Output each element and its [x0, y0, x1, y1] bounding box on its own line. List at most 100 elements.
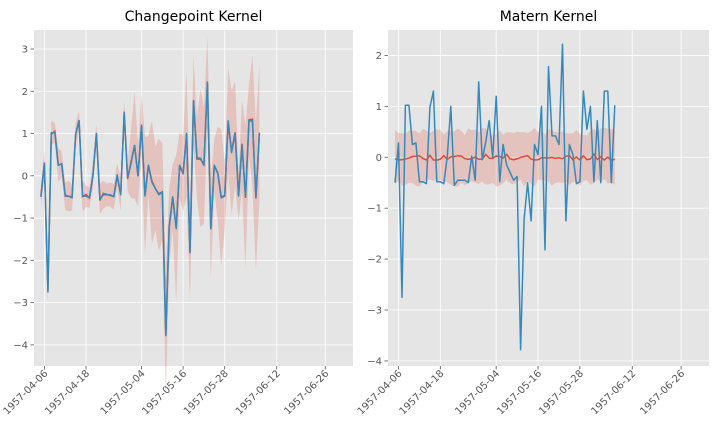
data-point [530, 220, 532, 222]
x-tick-label: 1957-06-12 [234, 368, 283, 417]
data-point [172, 196, 174, 198]
data-point [519, 349, 521, 351]
data-point [401, 296, 403, 298]
data-point [471, 155, 473, 157]
data-point [603, 90, 605, 92]
data-point [586, 128, 588, 130]
data-point [120, 194, 122, 196]
data-point [74, 133, 76, 135]
data-point [43, 163, 45, 165]
data-point [439, 181, 441, 183]
y-tick-label: 1 [22, 129, 28, 140]
data-point [168, 226, 170, 228]
data-point [248, 120, 250, 122]
observed-series [394, 43, 616, 351]
data-point [467, 182, 469, 184]
data-point [116, 174, 118, 176]
x-tick-label: 1957-06-26 [283, 368, 332, 417]
data-point [492, 156, 494, 158]
data-point [415, 142, 417, 144]
data-point [614, 104, 616, 106]
data-point [199, 157, 201, 159]
y-tick-label: 0 [22, 171, 28, 182]
data-point [57, 164, 59, 166]
data-point [109, 194, 111, 196]
data-point [213, 164, 215, 166]
data-point [607, 90, 609, 92]
x-gridlines [398, 30, 682, 366]
data-point [147, 164, 149, 166]
data-point [551, 135, 553, 137]
data-point [178, 164, 180, 166]
data-point [610, 182, 612, 184]
data-point [92, 174, 94, 176]
data-point [509, 171, 511, 173]
data-point [429, 106, 431, 108]
data-point [78, 120, 80, 122]
data-point [81, 195, 83, 197]
y-tick-label: 2 [376, 51, 382, 62]
y-tick-label: 2 [22, 87, 28, 98]
data-point [450, 105, 452, 107]
data-point [230, 151, 232, 153]
data-point [561, 43, 563, 45]
data-point [495, 95, 497, 97]
data-point [175, 227, 177, 229]
data-point [600, 182, 602, 184]
data-point [154, 187, 156, 189]
data-point [151, 181, 153, 183]
y-tick-label: −3 [13, 298, 28, 309]
data-point [165, 334, 167, 336]
data-point [481, 159, 483, 161]
data-point [71, 197, 73, 199]
data-point [217, 173, 219, 175]
x-tick-label: 1957-06-26 [638, 368, 687, 417]
data-point [203, 164, 205, 166]
data-point [85, 195, 87, 197]
data-point [436, 181, 438, 183]
observed-line [40, 81, 261, 337]
data-point [237, 195, 239, 197]
data-point [554, 135, 556, 137]
observed-series [40, 81, 261, 337]
data-point [196, 157, 198, 159]
data-point [453, 184, 455, 186]
data-point [485, 141, 487, 143]
y-tick-label: −2 [13, 256, 28, 267]
data-point [443, 183, 445, 185]
data-point [220, 197, 222, 199]
y-tick-label: −1 [367, 204, 382, 215]
data-point [50, 132, 52, 134]
data-point [88, 197, 90, 199]
data-point [516, 175, 518, 177]
data-point [593, 181, 595, 183]
data-point [189, 252, 191, 254]
y-tick-labels: −4 −3 −2 −1 0 1 2 [367, 51, 388, 367]
observed-line [394, 43, 616, 351]
y-tick-labels: −4 −3 −2 −1 0 1 2 3 [13, 45, 34, 351]
data-point [446, 155, 448, 157]
x-tick-label: 1957-05-28 [537, 368, 586, 417]
x-tick-label: 1957-05-28 [182, 368, 231, 417]
data-point [540, 105, 542, 107]
data-point [422, 181, 424, 183]
data-point [244, 196, 246, 198]
data-point [144, 195, 146, 197]
y-tick-label: −4 [367, 356, 382, 367]
x-gridlines [44, 30, 326, 366]
data-point [227, 120, 229, 122]
y-tick-label: −2 [367, 255, 382, 266]
data-point [579, 181, 581, 183]
x-tick-label: 1957-04-18 [43, 368, 92, 417]
data-point [158, 194, 160, 196]
data-point [64, 195, 66, 197]
y-tick-label: 3 [22, 45, 28, 56]
data-point [537, 154, 539, 156]
data-point [523, 218, 525, 220]
data-point [130, 162, 132, 164]
data-point [488, 119, 490, 121]
data-point [474, 179, 476, 181]
